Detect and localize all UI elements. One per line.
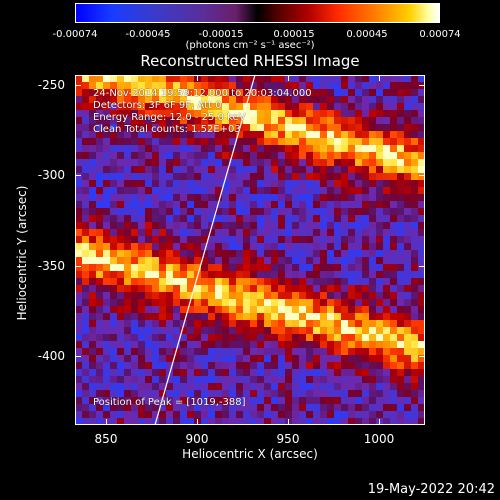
y-tick-label: -350 xyxy=(37,259,65,273)
colorbar-tick: 0.00015 xyxy=(273,29,315,40)
x-axis-label: Heliocentric X (arcsec) xyxy=(182,447,318,461)
colorbar xyxy=(75,3,440,23)
x-tick-label: 950 xyxy=(276,432,300,446)
colorbar-tick: -0.00045 xyxy=(125,29,171,40)
method-counts-text: Clean Total counts: 1.52E+03 xyxy=(93,124,241,135)
colorbar-tick: -0.00074 xyxy=(52,29,98,40)
solar-image xyxy=(75,75,425,425)
image-raster xyxy=(75,75,425,425)
time-range-text: 24-Nov-2014 19:59:12.000 to 20:03:04.000 xyxy=(93,88,312,99)
image-title: Reconstructed RHESSI Image xyxy=(140,52,360,70)
peak-position-text: Position of Peak = [1019,-388] xyxy=(93,397,246,408)
x-tick-label: 850 xyxy=(94,432,118,446)
timestamp-footer: 19-May-2022 20:42 xyxy=(367,482,495,497)
solar-limb-line xyxy=(154,75,256,425)
x-tick-label: 1000 xyxy=(363,432,395,446)
detectors-text: Detectors: 3F 6F 9F, Att 0 xyxy=(93,100,222,111)
colorbar-tick: 0.00045 xyxy=(346,29,388,40)
colorbar-tick: -0.00015 xyxy=(198,29,244,40)
x-tick-label: 900 xyxy=(185,432,209,446)
y-axis-label: Heliocentric Y (arcsec) xyxy=(15,185,29,321)
colorbar-units: (photons cm⁻² s⁻¹ asec⁻²) xyxy=(185,40,315,51)
colorbar-tick: 0.00074 xyxy=(419,29,461,40)
y-tick-label: -250 xyxy=(37,78,65,92)
energy-range-text: Energy Range: 12.0 - 25.0 keV xyxy=(93,112,246,123)
y-tick-label: -400 xyxy=(37,349,65,363)
y-tick-label: -300 xyxy=(37,168,65,182)
